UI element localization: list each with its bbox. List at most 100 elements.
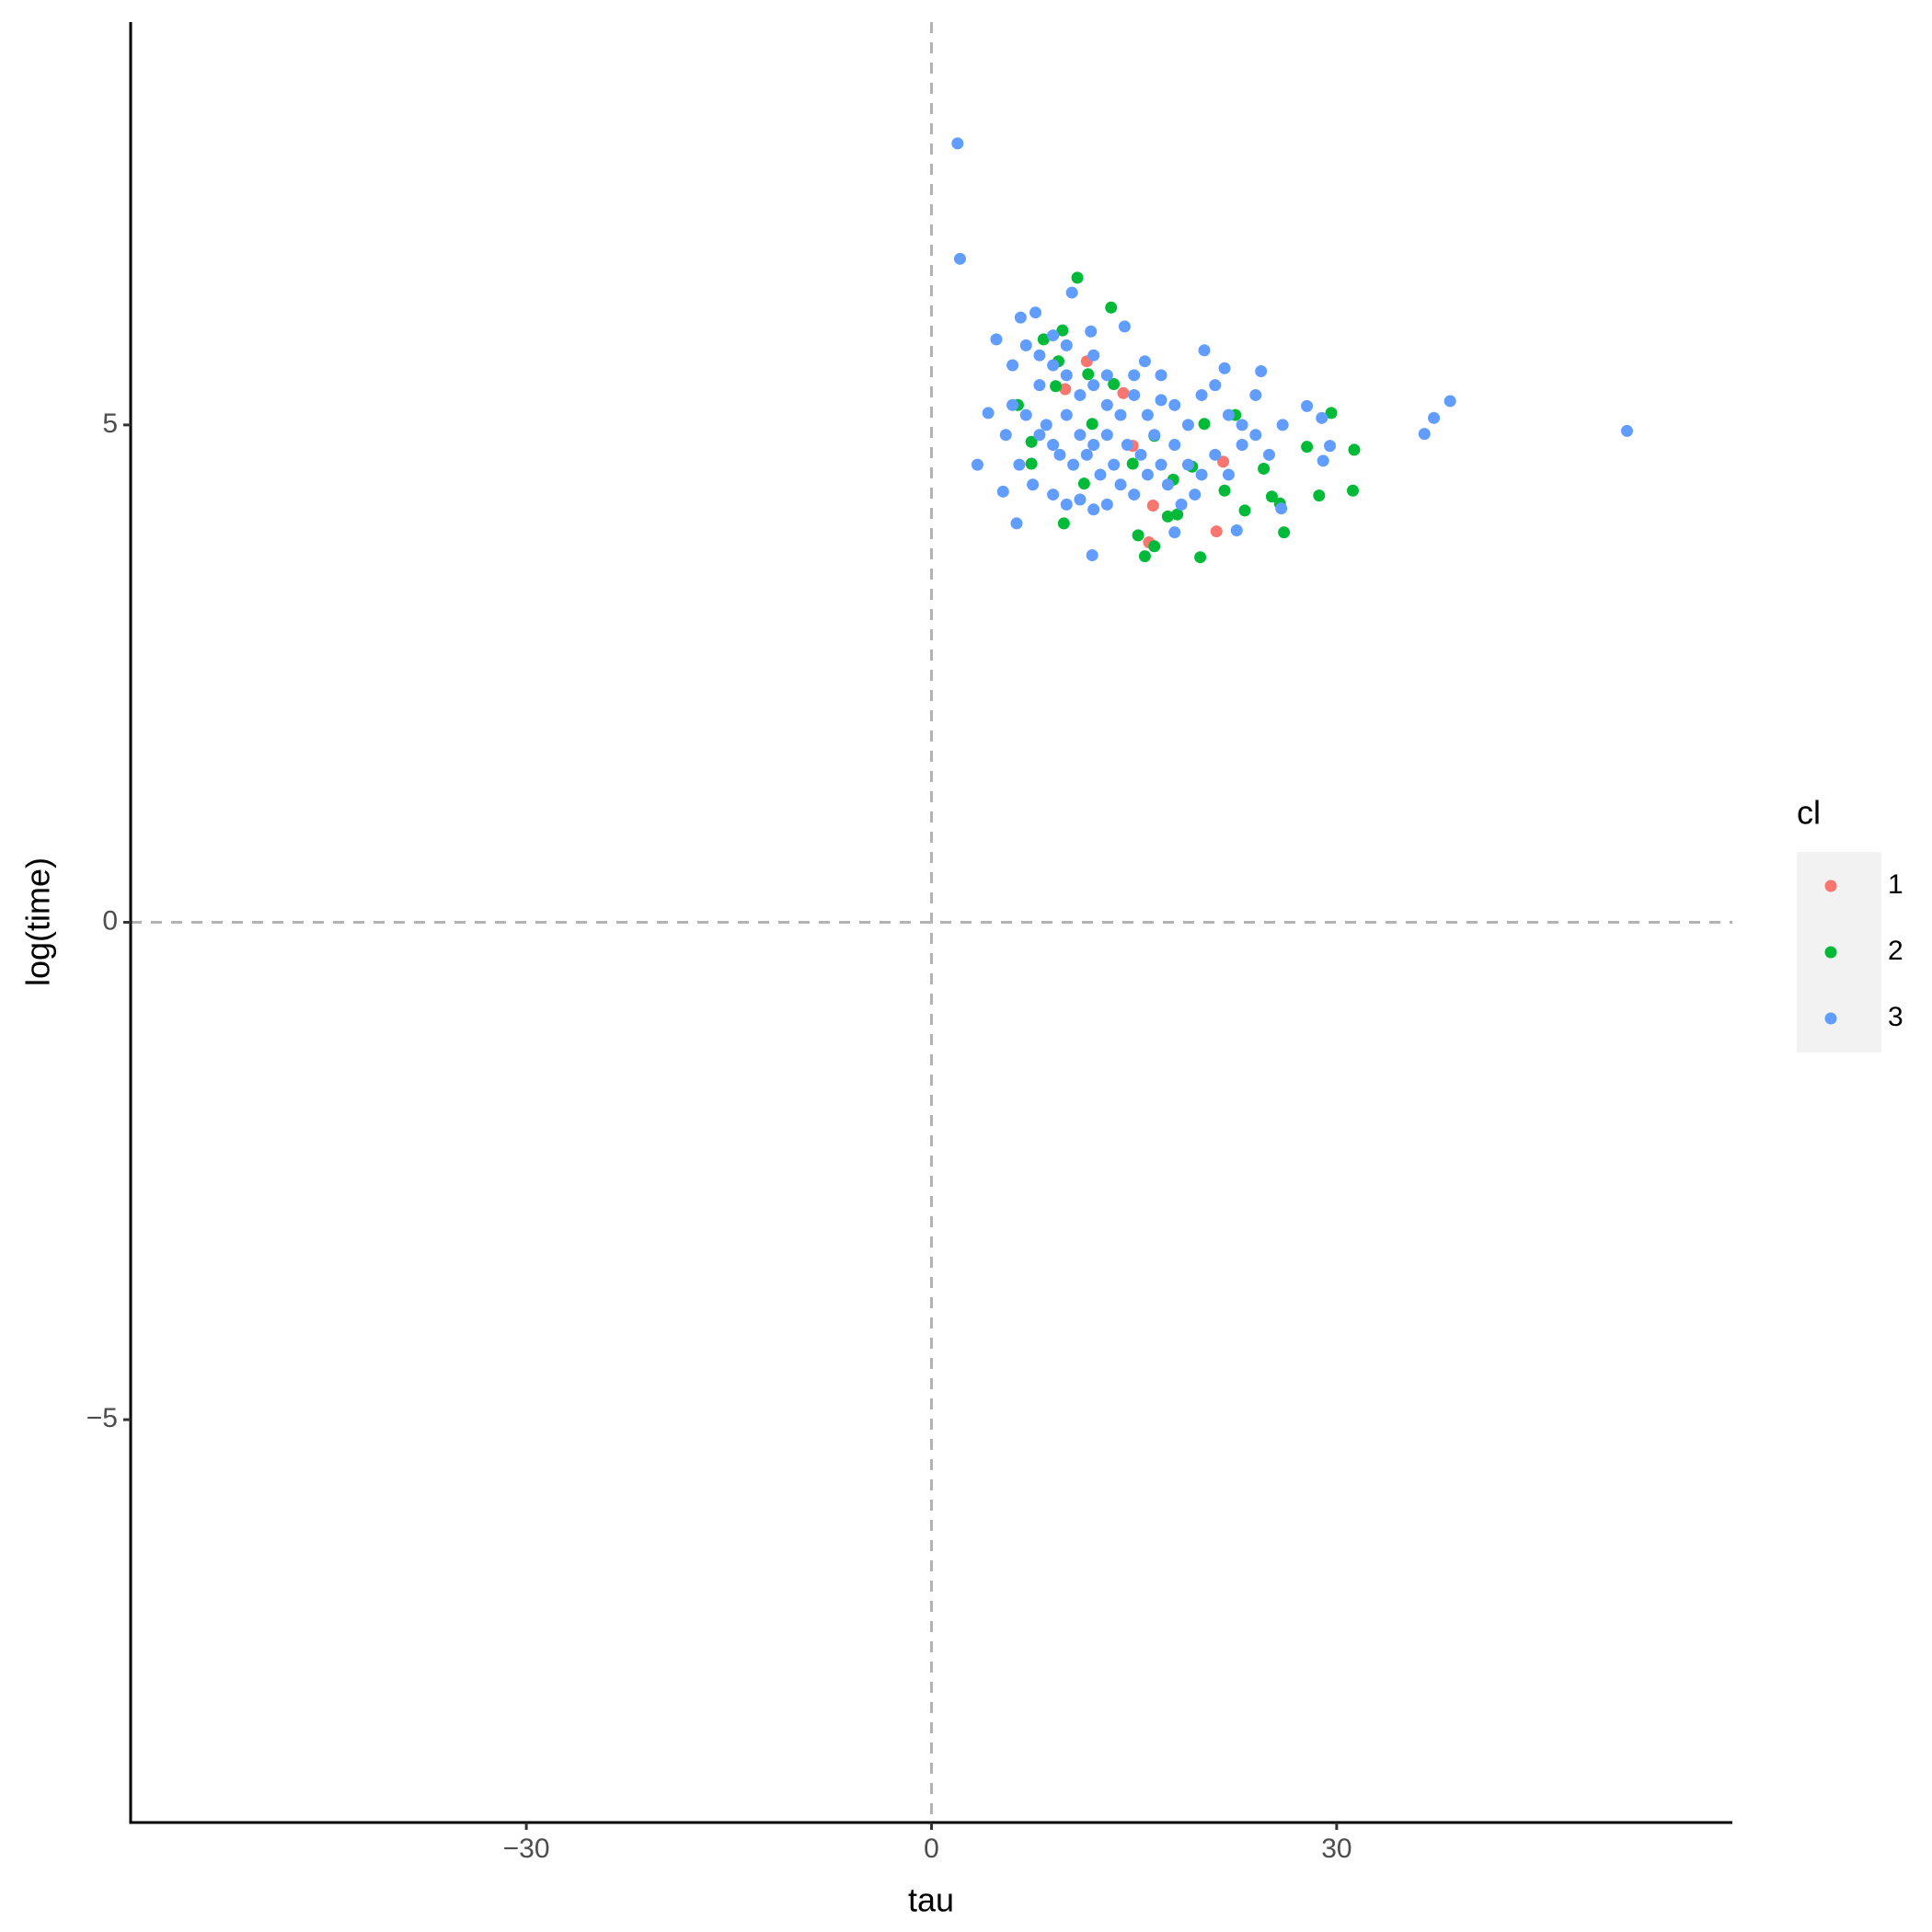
point — [1218, 362, 1231, 374]
point — [1148, 540, 1161, 553]
point — [1155, 394, 1167, 407]
point — [1085, 325, 1098, 338]
point — [1033, 379, 1046, 392]
point — [1189, 489, 1202, 501]
legend-key — [1824, 1012, 1837, 1025]
point — [1222, 468, 1235, 481]
point — [1258, 462, 1271, 475]
point — [1255, 365, 1268, 378]
point — [1141, 408, 1154, 421]
point — [1025, 457, 1038, 470]
point — [1275, 502, 1288, 515]
point — [1210, 525, 1223, 538]
point — [1265, 490, 1278, 503]
legend-label: 3 — [1888, 1002, 1903, 1032]
point — [1209, 379, 1222, 392]
x-axis-title: tau — [908, 1881, 954, 1919]
point — [1121, 439, 1133, 452]
point — [1086, 549, 1098, 562]
point — [1238, 504, 1251, 517]
point — [1418, 428, 1431, 441]
point — [1316, 411, 1328, 424]
point — [1195, 388, 1208, 401]
y-tick-label: 5 — [102, 408, 118, 439]
y-tick-label: 0 — [102, 905, 118, 936]
point — [1071, 271, 1084, 284]
point — [1067, 458, 1080, 471]
point — [1126, 457, 1139, 470]
point — [1324, 440, 1337, 453]
y-axis-title: log(time) — [19, 857, 57, 986]
point — [951, 137, 964, 150]
point — [1128, 369, 1141, 382]
point — [1100, 369, 1113, 382]
point — [1443, 395, 1456, 408]
point — [1148, 429, 1161, 442]
point — [1094, 468, 1107, 481]
point — [1195, 468, 1208, 481]
point — [1047, 329, 1060, 342]
point — [1065, 286, 1078, 299]
point — [1019, 408, 1032, 421]
point — [1262, 448, 1275, 461]
point — [1249, 429, 1262, 442]
point — [1175, 498, 1188, 511]
point — [1100, 398, 1113, 411]
point — [1301, 399, 1314, 412]
point — [1217, 455, 1230, 468]
point — [1013, 458, 1026, 471]
point — [1060, 369, 1073, 382]
point — [1033, 429, 1046, 442]
x-tick-label: 0 — [924, 1834, 939, 1864]
point — [1128, 489, 1141, 501]
point — [1325, 407, 1338, 420]
point — [1138, 550, 1151, 563]
point — [1100, 429, 1113, 442]
point — [1276, 419, 1289, 431]
point — [1134, 448, 1147, 461]
point — [1161, 510, 1174, 523]
point — [971, 458, 983, 471]
point — [1348, 443, 1361, 456]
point — [1428, 411, 1441, 424]
point — [1108, 378, 1121, 391]
point — [1301, 441, 1314, 454]
legend-key — [1824, 880, 1837, 892]
point — [1168, 526, 1181, 539]
point — [982, 407, 995, 420]
point — [1236, 419, 1248, 431]
point — [1249, 388, 1262, 401]
point — [1141, 468, 1154, 481]
point — [1077, 477, 1090, 490]
point — [1132, 529, 1144, 542]
point — [1155, 458, 1167, 471]
point — [1087, 379, 1100, 392]
point — [1060, 408, 1073, 421]
legend-title: cl — [1797, 794, 1821, 832]
point — [1080, 448, 1093, 461]
point — [1040, 419, 1052, 431]
point — [1033, 349, 1046, 362]
point — [1060, 339, 1073, 351]
point — [1194, 551, 1207, 564]
point — [1014, 311, 1027, 324]
y-tick-label: −5 — [86, 1403, 118, 1433]
point — [1155, 369, 1167, 382]
point — [1050, 380, 1063, 393]
point — [1059, 383, 1072, 396]
point — [1209, 448, 1222, 461]
point — [1230, 524, 1243, 537]
point — [1138, 355, 1151, 368]
legend-label: 2 — [1888, 936, 1903, 966]
legend-background — [1797, 852, 1881, 1052]
point — [1198, 418, 1211, 431]
point — [1006, 359, 1019, 372]
point — [1100, 498, 1113, 511]
point — [999, 429, 1012, 442]
legend-key — [1824, 946, 1837, 959]
point — [1347, 484, 1360, 497]
point — [1117, 386, 1130, 399]
point — [1074, 493, 1087, 506]
